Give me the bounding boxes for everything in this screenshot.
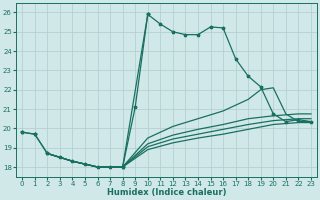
X-axis label: Humidex (Indice chaleur): Humidex (Indice chaleur) — [107, 188, 226, 197]
